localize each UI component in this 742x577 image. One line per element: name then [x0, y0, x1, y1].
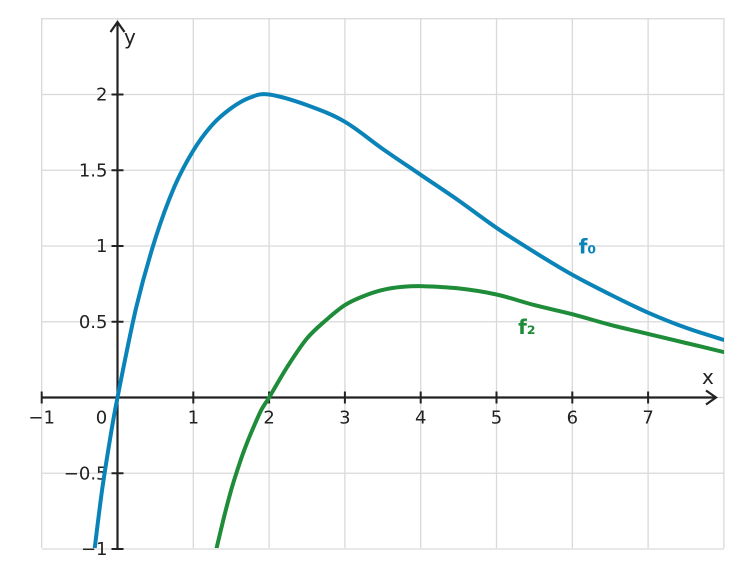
y-axis-label: y — [124, 25, 136, 49]
x-tick-label: 2 — [263, 408, 274, 429]
x-axis-arrow — [705, 389, 718, 406]
y-tick-label: 1 — [96, 236, 107, 257]
axes: x y — [42, 20, 718, 548]
x-tick-label: 7 — [642, 408, 653, 429]
x-tick-label: 6 — [567, 408, 578, 429]
y-axis-arrow — [109, 20, 126, 33]
y-tick-label: −0.5 — [64, 463, 108, 484]
series-labels: f₀ f₂ — [518, 235, 596, 339]
y-tick-label: 2 — [96, 85, 107, 106]
series-line-1 — [214, 284, 724, 548]
x-tick-label: 0 — [96, 408, 107, 429]
x-tick-label: −1 — [28, 408, 55, 429]
x-tick-label: 3 — [339, 408, 350, 429]
x-tick-label: 4 — [415, 408, 426, 429]
series-label-1: f₂ — [518, 315, 535, 339]
curves — [92, 92, 724, 548]
ticks: −1 0 1 2 3 4 5 6 7 −1 −0.5 0.5 1 1.5 2 — [28, 85, 653, 561]
series-line-0 — [92, 92, 724, 548]
y-tick-label: 0.5 — [79, 312, 108, 333]
x-tick-label: 5 — [491, 408, 502, 429]
x-tick-label: 1 — [188, 408, 199, 429]
x-axis-label: x — [702, 365, 714, 389]
series-label-0: f₀ — [579, 235, 596, 259]
y-tick-label: −1 — [81, 539, 108, 560]
y-tick-label: 1.5 — [79, 160, 108, 181]
